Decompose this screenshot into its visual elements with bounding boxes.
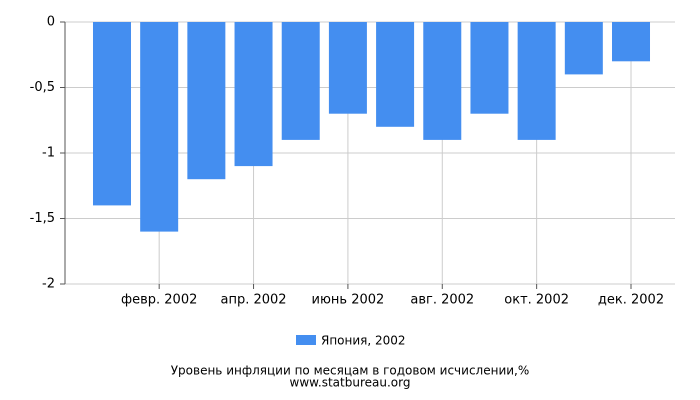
bar bbox=[234, 22, 273, 167]
bar bbox=[564, 22, 603, 75]
x-tick-label: окт. 2002 bbox=[504, 293, 569, 308]
y-tick-label: 0 bbox=[47, 15, 55, 30]
x-tick-label: авг. 2002 bbox=[410, 293, 474, 308]
y-tick-label: -1,5 bbox=[30, 211, 55, 226]
bar bbox=[328, 22, 367, 114]
bar bbox=[140, 22, 179, 232]
x-tick-label: дек. 2002 bbox=[598, 293, 664, 308]
chart-subtitle: www.statbureau.org bbox=[290, 376, 411, 390]
bar bbox=[187, 22, 226, 180]
bar bbox=[92, 22, 131, 206]
bar bbox=[517, 22, 556, 140]
y-tick-label: -0,5 bbox=[30, 80, 55, 95]
y-tick-label: -1 bbox=[42, 146, 55, 161]
bar bbox=[423, 22, 462, 140]
legend-swatch bbox=[296, 335, 316, 345]
bar bbox=[470, 22, 509, 114]
bar bbox=[376, 22, 415, 127]
x-tick-label: февр. 2002 bbox=[121, 293, 197, 308]
legend-label: Япония, 2002 bbox=[321, 334, 406, 348]
bar bbox=[612, 22, 651, 62]
x-tick-label: июнь 2002 bbox=[312, 293, 385, 308]
y-tick-label: -2 bbox=[42, 277, 55, 292]
chart-title: Уровень инфляции по месяцам в годовом ис… bbox=[171, 364, 530, 378]
x-tick-label: апр. 2002 bbox=[221, 293, 287, 308]
bar bbox=[281, 22, 320, 140]
